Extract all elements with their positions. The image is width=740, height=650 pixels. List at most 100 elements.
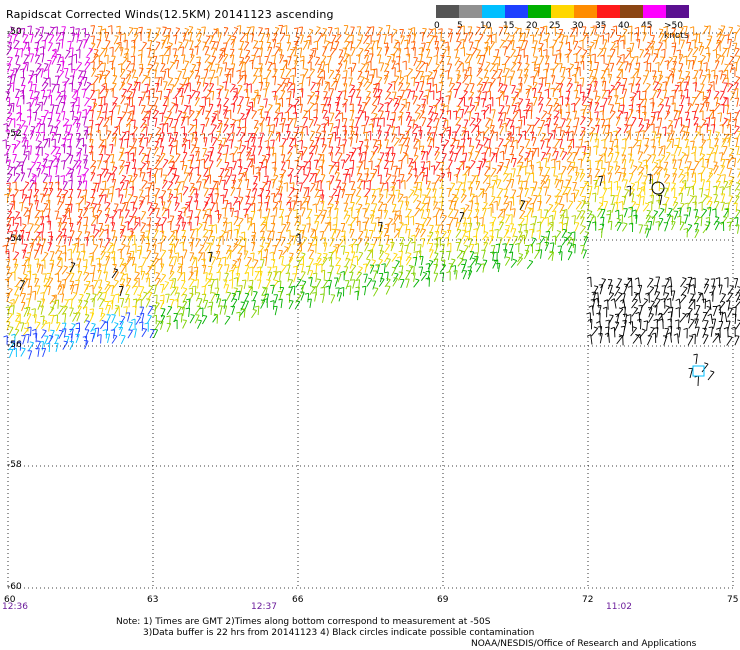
- wind-barb-feather: [640, 166, 645, 169]
- wind-barb-feather: [399, 111, 404, 114]
- wind-barb-feather: [313, 40, 318, 43]
- wind-barb-feather: [734, 112, 739, 114]
- wind-barb-feather: [667, 140, 672, 142]
- wind-barb-feather: [189, 70, 194, 73]
- wind-barb-feather: [514, 91, 519, 94]
- wind-barb: [559, 148, 565, 157]
- wind-barb: [727, 134, 732, 143]
- wind-barb: [440, 82, 444, 92]
- wind-barb-feather: [31, 161, 36, 164]
- wind-barb-feather: [342, 102, 347, 105]
- wind-barb: [671, 28, 676, 37]
- wind-barb: [28, 116, 32, 126]
- wind-barb: [252, 165, 255, 175]
- wind-barb: [328, 165, 334, 175]
- wind-barb: [260, 82, 264, 92]
- wind-barb-feather: [604, 63, 610, 66]
- wind-barb-feather: [391, 133, 396, 135]
- wind-barb-feather: [543, 49, 548, 52]
- wind-barb-feather: [167, 110, 172, 113]
- wind-barb: [372, 69, 376, 79]
- wind-barb: [188, 125, 195, 134]
- wind-barb-feather: [605, 89, 610, 92]
- wind-barb-feather: [108, 60, 114, 63]
- wind-barb: [211, 41, 216, 51]
- wind-barb: [21, 48, 24, 58]
- wind-barb-feather: [618, 68, 623, 71]
- wind-barb-feather: [152, 117, 157, 120]
- wind-barb-feather: [317, 179, 322, 183]
- wind-barb: [90, 145, 94, 155]
- wind-barb-feather: [493, 131, 498, 134]
- wind-barb-feather: [25, 150, 30, 153]
- wind-barb-feather: [332, 188, 337, 191]
- wind-barb: [238, 173, 245, 183]
- wind-barb-feather: [109, 186, 114, 188]
- wind-barb-feather: [298, 82, 303, 85]
- wind-barb: [120, 47, 124, 57]
- wind-barb-feather: [418, 129, 423, 132]
- wind-barb-feather: [100, 188, 105, 191]
- wind-barb: [211, 125, 217, 134]
- wind-barb: [674, 119, 678, 129]
- wind-barb: [708, 180, 711, 190]
- wind-barb-feather: [627, 25, 633, 28]
- wind-barb: [156, 83, 160, 93]
- wind-barb: [166, 55, 170, 65]
- wind-barb-feather: [373, 83, 378, 86]
- wind-barb: [163, 48, 170, 56]
- wind-barb-feather: [550, 158, 555, 161]
- wind-barb-feather: [661, 39, 667, 42]
- wind-barb: [553, 130, 556, 140]
- wind-barb: [699, 104, 705, 113]
- wind-barb: [638, 125, 645, 134]
- wind-barb-feather: [65, 77, 70, 80]
- wind-barb-feather: [358, 81, 363, 84]
- wind-barb-feather: [24, 61, 29, 64]
- wind-barb: [247, 133, 253, 143]
- wind-barb-feather: [148, 104, 153, 107]
- wind-barb: [72, 111, 75, 121]
- wind-barb-feather: [626, 132, 631, 134]
- wind-barb-feather: [426, 82, 431, 85]
- wind-barb-feather: [452, 131, 457, 133]
- wind-barb-feather: [15, 172, 21, 175]
- wind-barb-feather: [429, 90, 435, 93]
- wind-barb: [440, 133, 444, 143]
- wind-barb: [510, 63, 517, 71]
- wind-barb-feather: [250, 26, 255, 28]
- wind-barb-feather: [369, 26, 374, 28]
- wind-barb: [355, 89, 361, 99]
- wind-barb-feather: [442, 127, 447, 130]
- wind-barb-feather: [720, 90, 725, 93]
- wind-barb-feather: [590, 41, 595, 44]
- wind-barb-feather: [54, 181, 60, 184]
- wind-barb: [114, 44, 121, 53]
- wind-barb: [583, 146, 587, 156]
- wind-barb-feather: [123, 138, 129, 141]
- wind-barb-feather: [106, 39, 111, 42]
- wind-barb-feather: [82, 144, 87, 147]
- wind-barb: [252, 60, 254, 70]
- wind-barb-feather: [724, 97, 729, 100]
- wind-barb-feather: [529, 172, 534, 175]
- wind-barb-feather: [242, 74, 247, 77]
- wind-barb: [499, 40, 506, 49]
- wind-barb-feather: [676, 35, 681, 37]
- wind-barb: [77, 82, 83, 92]
- wind-barb: [82, 70, 87, 80]
- wind-barb: [245, 109, 251, 119]
- wind-barb-feather: [653, 161, 659, 165]
- wind-barb: [610, 153, 614, 163]
- wind-barb: [427, 89, 430, 99]
- wind-barb-feather: [646, 25, 651, 28]
- wind-barb-feather: [464, 105, 469, 107]
- wind-barb: [189, 32, 193, 42]
- wind-barb-feather: [446, 187, 451, 190]
- wind-barb: [506, 105, 511, 115]
- wind-barb-feather: [694, 116, 699, 119]
- wind-barb: [463, 69, 468, 79]
- wind-barb: [376, 40, 379, 50]
- wind-barb: [148, 77, 151, 87]
- wind-barb-feather: [553, 123, 558, 125]
